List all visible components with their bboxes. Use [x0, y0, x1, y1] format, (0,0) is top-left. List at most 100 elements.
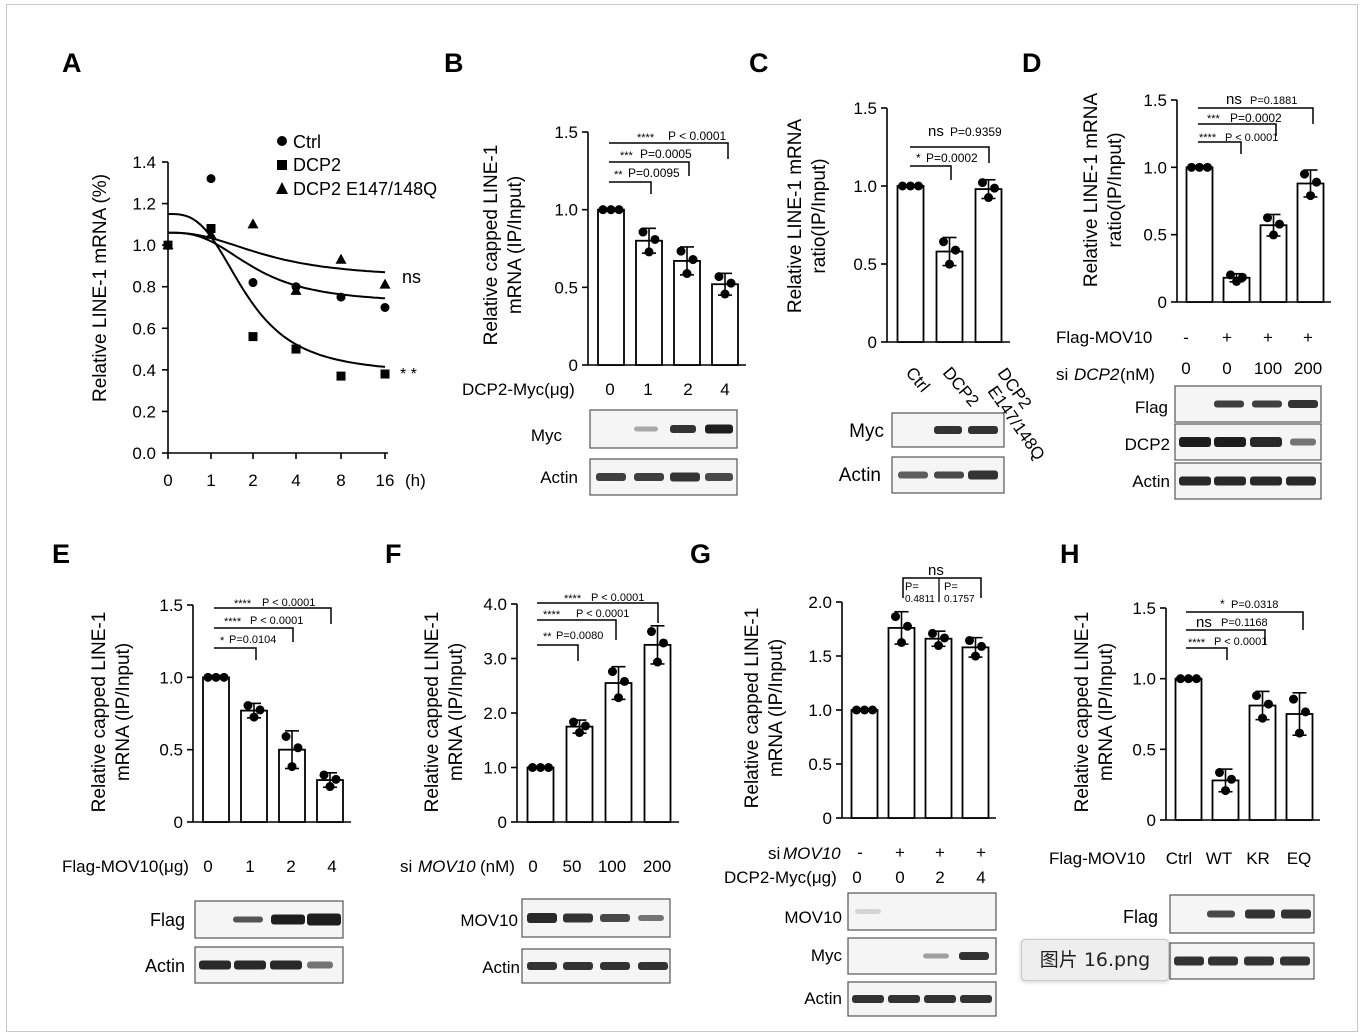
y-tick-label: 0.5	[1132, 740, 1156, 759]
filename-tooltip: 图片 16.png	[1021, 939, 1169, 981]
blot-band	[307, 913, 341, 926]
y-axis-label: Relative LINE-1 mRNA	[1081, 93, 1102, 288]
y-tick-label: 0	[498, 813, 507, 832]
blot-band	[233, 916, 263, 923]
stat-stars: *	[1220, 597, 1225, 611]
data-point	[688, 255, 698, 265]
y-tick-label: 1.0	[483, 759, 507, 778]
data-point	[965, 636, 974, 646]
stat-p: P < 0.0001	[1214, 636, 1267, 648]
stat-p: P=0.0080	[556, 630, 603, 642]
blot-band	[270, 960, 302, 970]
data-point	[714, 272, 724, 282]
y-tick-label: 0	[1147, 811, 1156, 830]
y-axis-label: mRNA (IP/Input)	[113, 643, 134, 781]
y-tick-label: 1.5	[554, 123, 578, 142]
blot-label: Myc	[531, 426, 563, 445]
y-tick-label: 0.5	[808, 755, 832, 774]
bar	[202, 676, 230, 823]
condition-value: 0	[203, 857, 212, 876]
significance-bracket	[609, 142, 729, 159]
data-point	[1306, 191, 1315, 201]
data-point	[977, 641, 986, 651]
legend-marker-e147	[276, 182, 288, 194]
bar	[1185, 166, 1214, 303]
condition-value: 2	[683, 380, 692, 399]
y-tick-label: 3.0	[483, 650, 507, 669]
significance-bracket	[910, 165, 952, 180]
data-point	[219, 672, 229, 682]
x-tick-label: 2	[248, 471, 257, 490]
bar	[924, 637, 953, 819]
significance-bracket	[1186, 647, 1228, 660]
condition-label: (nM)	[1120, 365, 1155, 384]
data-point	[928, 628, 937, 638]
stat-p: 0.1757	[944, 594, 975, 605]
blot-band	[670, 472, 700, 482]
stat-stars: ****	[1188, 637, 1206, 649]
significance-bracket	[609, 161, 690, 176]
bar	[1174, 677, 1203, 821]
significance-bracket	[1198, 141, 1242, 154]
stat-p: P < 0.0001	[262, 597, 315, 609]
blot-band	[1179, 476, 1211, 486]
bar	[850, 709, 879, 819]
data-point	[897, 638, 906, 647]
data-point	[575, 728, 584, 738]
data-point	[1269, 230, 1278, 240]
y-tick-label: 0	[823, 809, 832, 828]
data-point-dcp2	[206, 224, 216, 234]
panel-letter-H: H	[1060, 539, 1080, 569]
bar	[597, 208, 625, 366]
condition-value: 4	[720, 380, 729, 399]
condition-value: 4	[976, 868, 985, 887]
condition-value: 50	[563, 857, 582, 876]
legend-label: Ctrl	[293, 132, 321, 152]
condition-value: EQ	[1287, 849, 1312, 868]
condition-value: WT	[1206, 849, 1232, 868]
condition-label: DCP2-Myc(μg)	[462, 380, 575, 399]
data-point-e147	[290, 284, 302, 295]
significance-bracket	[609, 181, 652, 194]
condition-value: 0	[1181, 359, 1190, 378]
blot-band	[898, 471, 928, 479]
condition-label: MOV10	[783, 844, 841, 863]
blot-band	[1245, 909, 1275, 919]
condition-value: +	[935, 843, 945, 862]
blot-band	[1214, 476, 1246, 486]
blot-label: Actin	[540, 468, 578, 487]
bar	[604, 682, 633, 823]
blot-band	[234, 960, 266, 970]
data-point	[544, 763, 553, 772]
data-point-ctrl	[206, 174, 216, 184]
condition-value: KR	[1246, 849, 1270, 868]
condition-value: 200	[643, 857, 671, 876]
condition-value: 1	[643, 380, 652, 399]
blot-band	[924, 995, 956, 1003]
bar	[240, 709, 268, 823]
significance-bracket	[902, 577, 982, 598]
data-point	[1226, 270, 1235, 280]
y-axis-label: Relative capped LINE-1	[89, 612, 110, 813]
blot-label: Flag	[1135, 398, 1168, 417]
data-point	[1252, 691, 1261, 701]
x-tick-label: 0	[163, 471, 172, 490]
condition-label: DCP2	[1074, 365, 1120, 384]
blot-band	[527, 913, 557, 923]
y-axis-label: mRNA (IP/Input)	[1096, 643, 1117, 781]
blot-band	[960, 995, 992, 1003]
significance-bracket	[1186, 611, 1304, 630]
condition-value: 2	[286, 857, 295, 876]
blot-band	[855, 909, 881, 914]
data-point-dcp2	[291, 344, 301, 354]
image-frame	[6, 4, 1358, 1032]
condition-value: 1	[245, 857, 254, 876]
y-tick-label: 0.5	[853, 255, 877, 274]
stat-stars: ****	[564, 593, 582, 605]
data-point	[203, 672, 213, 682]
blot-band	[852, 995, 884, 1003]
blot-band	[1252, 400, 1282, 408]
blot-label: Actin	[1132, 472, 1170, 491]
blot-band	[959, 952, 989, 960]
blot-label: DCP2	[1125, 435, 1170, 454]
